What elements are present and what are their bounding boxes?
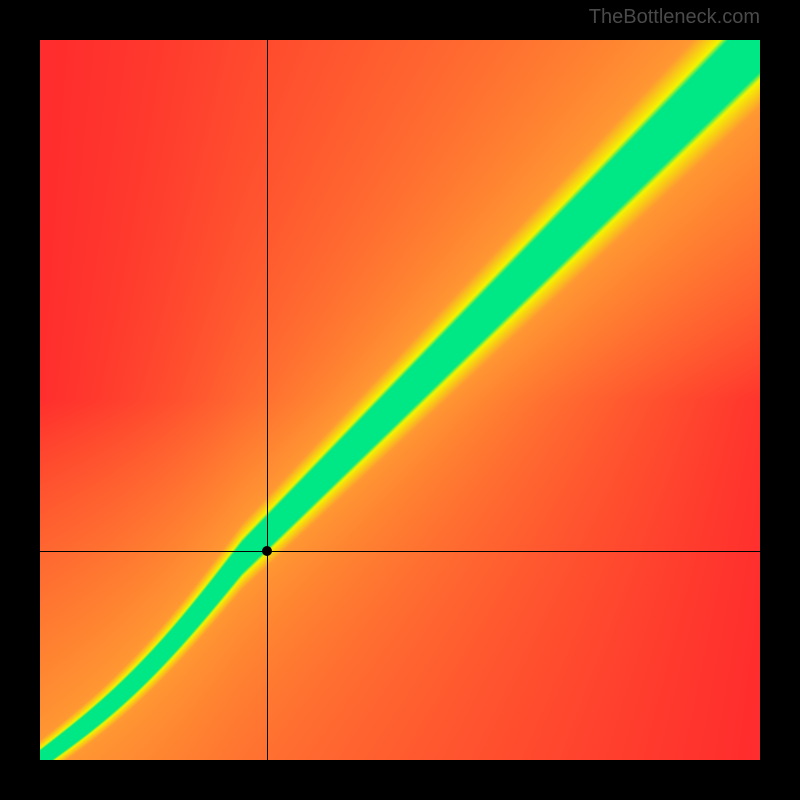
selection-marker[interactable]	[262, 546, 272, 556]
crosshair-vertical	[267, 40, 268, 760]
watermark-text: TheBottleneck.com	[589, 6, 760, 29]
bottleneck-heatmap	[40, 40, 760, 760]
crosshair-horizontal	[40, 551, 760, 552]
plot-area	[40, 40, 760, 760]
